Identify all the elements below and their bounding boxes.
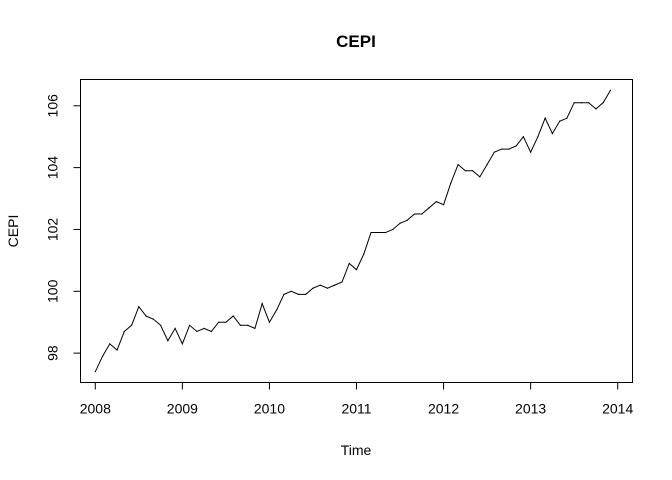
data-point <box>254 327 256 329</box>
data-point <box>559 120 561 122</box>
data-point <box>595 108 597 110</box>
data-point <box>232 315 234 317</box>
data-point <box>551 133 554 135</box>
data-point <box>94 371 96 373</box>
data-point <box>544 117 546 119</box>
data-point <box>123 330 125 333</box>
x-tick-label: 2014 <box>602 401 633 417</box>
data-point <box>160 324 162 326</box>
data-point <box>239 324 242 326</box>
data-point <box>196 330 198 333</box>
data-point <box>174 327 176 329</box>
x-tick-label: 2010 <box>254 401 285 417</box>
data-point <box>457 163 459 166</box>
data-point <box>116 349 118 351</box>
data-point <box>283 293 285 295</box>
data-point <box>479 176 481 178</box>
data-point <box>181 343 183 345</box>
data-point <box>566 117 568 119</box>
x-tick-label: 2009 <box>167 401 198 417</box>
data-point <box>377 231 379 234</box>
x-tick-label: 2012 <box>428 401 459 417</box>
data-point <box>341 281 343 283</box>
data-point <box>428 207 430 209</box>
data-point <box>501 148 503 150</box>
data-point <box>276 309 278 311</box>
data-point <box>348 262 350 265</box>
chart-title: CEPI <box>336 32 376 51</box>
data-point <box>167 340 169 342</box>
data-point <box>203 327 205 329</box>
data-point <box>334 284 336 286</box>
x-tick-label: 2011 <box>341 401 371 417</box>
data-point <box>406 219 408 221</box>
data-point <box>363 253 365 255</box>
data-point <box>486 163 488 166</box>
plot-box <box>80 79 633 383</box>
data-point <box>210 330 212 333</box>
data-point <box>189 324 191 326</box>
data-point <box>101 355 104 357</box>
data-point <box>588 102 590 104</box>
data-point <box>218 321 220 323</box>
x-tick-label: 2013 <box>515 401 546 417</box>
data-point <box>515 145 517 147</box>
data-point <box>493 151 495 153</box>
data-point <box>312 287 314 289</box>
data-point <box>319 284 321 286</box>
cepi-series-line <box>94 90 611 372</box>
data-point <box>530 151 532 153</box>
data-point <box>326 287 329 289</box>
data-point <box>413 213 416 215</box>
data-point <box>399 222 401 224</box>
data-point <box>138 306 140 308</box>
data-point <box>602 102 604 104</box>
data-point <box>109 343 111 345</box>
data-point <box>450 182 452 184</box>
data-point <box>471 170 474 172</box>
data-point <box>247 324 249 326</box>
data-point <box>297 293 300 295</box>
data-point <box>435 201 437 203</box>
y-tick-label: 106 <box>45 94 61 118</box>
data-point <box>580 102 583 104</box>
data-point <box>464 170 466 172</box>
data-point <box>442 204 445 206</box>
data-point <box>355 269 358 271</box>
data-point <box>384 231 387 234</box>
data-point <box>508 148 510 150</box>
data-point <box>370 231 372 234</box>
data-point <box>522 136 524 138</box>
data-point <box>145 315 147 317</box>
data-point <box>152 318 154 320</box>
y-tick-label: 104 <box>45 156 61 180</box>
data-points <box>94 89 612 373</box>
data-point <box>392 228 394 231</box>
data-point <box>609 89 612 91</box>
y-tick-label: 102 <box>45 218 61 242</box>
y-tick-label: 100 <box>45 279 61 303</box>
data-point <box>225 321 227 323</box>
data-point <box>305 293 307 295</box>
data-point <box>268 321 271 323</box>
y-axis-title: CEPI <box>5 215 21 248</box>
data-point <box>290 290 292 292</box>
data-point <box>573 102 575 104</box>
data-point <box>130 324 133 326</box>
x-axis-title: Time <box>341 442 372 458</box>
x-tick-label: 2008 <box>80 401 111 417</box>
y-axis: 98 100 102 104 106 <box>45 94 81 361</box>
data-point <box>421 213 423 215</box>
data-point <box>261 303 263 305</box>
y-tick-label: 98 <box>45 345 61 361</box>
data-point <box>537 136 539 138</box>
x-axis: 2008 2009 2010 2011 2012 2013 2014 <box>80 382 633 417</box>
